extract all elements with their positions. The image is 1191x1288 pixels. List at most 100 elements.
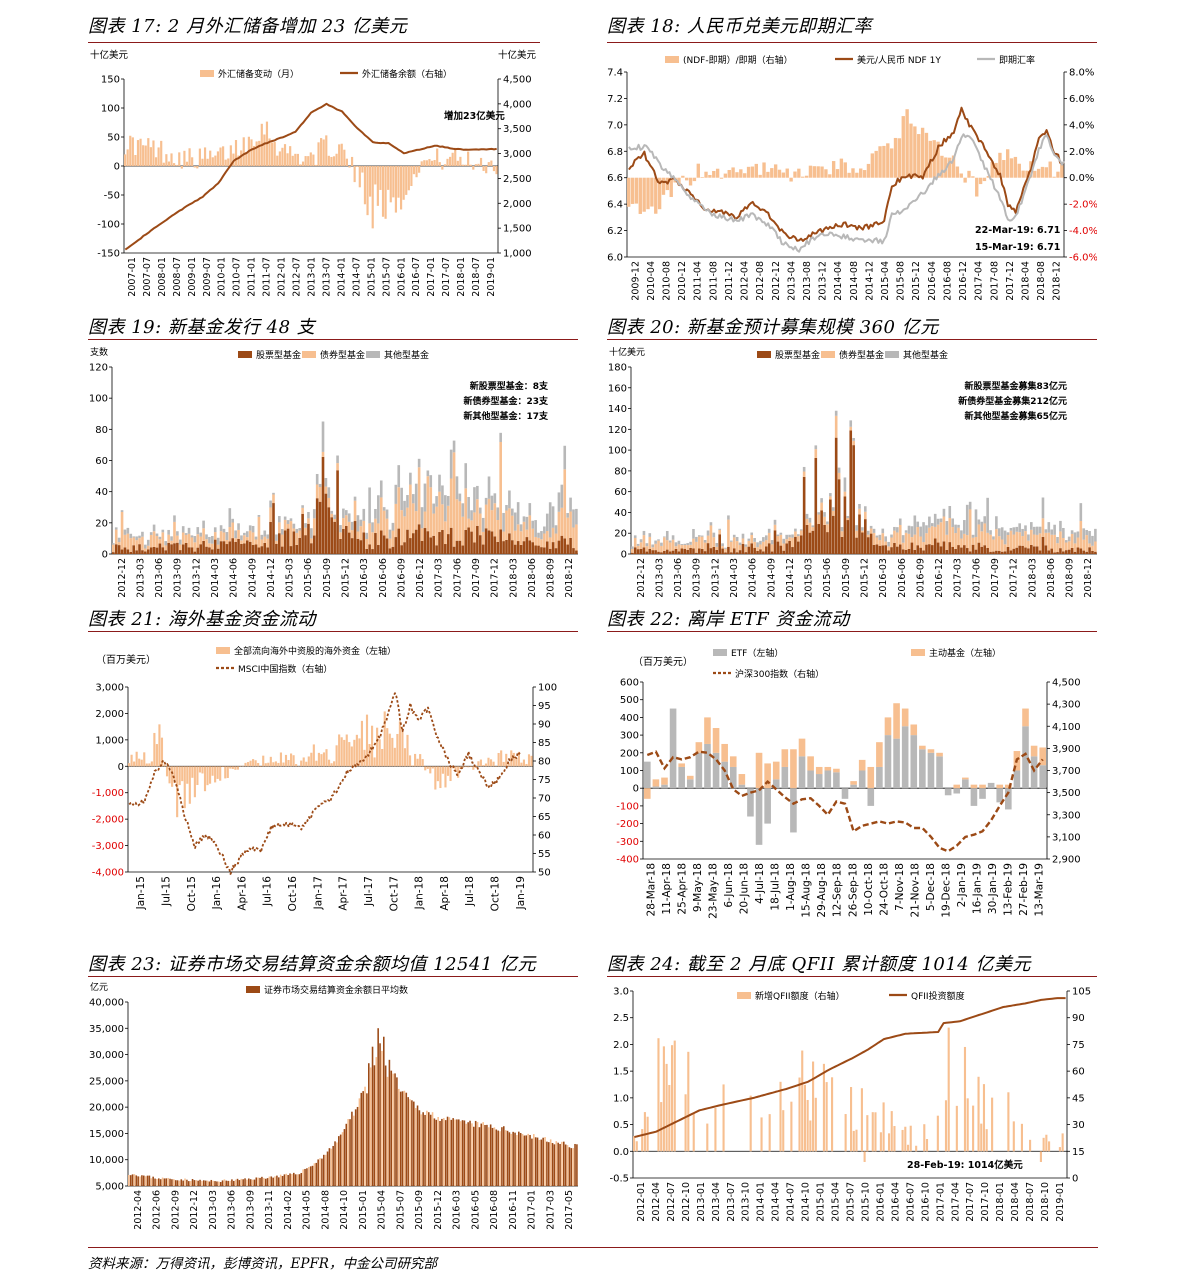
legend-swatch xyxy=(737,992,751,999)
bar-ndf-premium xyxy=(820,166,824,178)
bar-ndf-premium xyxy=(719,177,724,179)
bar-settlement-balance xyxy=(227,1180,229,1186)
bar-other-fund xyxy=(400,487,403,511)
bar-settlement-balance xyxy=(555,1141,558,1186)
bar-equity-fund xyxy=(534,545,537,554)
bar-fx-change xyxy=(232,153,235,166)
bar-new-qfii-quota xyxy=(684,1094,687,1152)
bar-fx-change xyxy=(268,138,271,166)
bar-overseas-flow xyxy=(148,763,151,767)
bar-settlement-balance xyxy=(323,1154,325,1186)
bar-equity-fund xyxy=(426,531,430,554)
bar-equity-fund xyxy=(435,545,438,554)
bar-overseas-flow xyxy=(368,744,371,767)
bar-settlement-balance xyxy=(206,1180,209,1186)
bar-settlement-balance xyxy=(161,1177,164,1186)
x-tick-label: 2014-12 xyxy=(864,261,875,301)
bar-other-fund xyxy=(278,516,281,523)
legend-swatch xyxy=(246,986,260,993)
bar-overseas-flow xyxy=(401,728,404,767)
bar-overseas-flow xyxy=(155,744,158,767)
x-tick-label: 2013-07 xyxy=(726,1182,737,1222)
x-tick-label: 2017-03 xyxy=(545,1190,556,1230)
bar-ndf-premium xyxy=(785,168,789,178)
bar-bond-fund xyxy=(663,537,666,551)
bar-equity-fund xyxy=(785,543,788,554)
bar-bond-fund xyxy=(522,521,526,542)
bar-ndf-premium xyxy=(650,177,654,207)
chart-22: （百万美元）ETF（左轴） 主动基金（左轴）沪深300指数（右轴）60050040… xyxy=(616,647,1080,919)
bar-bond-fund xyxy=(152,531,156,547)
bar-equity-fund xyxy=(377,545,380,554)
bar-other-fund xyxy=(692,528,695,539)
bar-other-fund xyxy=(712,532,716,538)
bar-equity-fund xyxy=(126,549,130,554)
x-tick-label: 2018-01 xyxy=(995,1182,1006,1222)
bar-settlement-balance xyxy=(188,1181,190,1186)
bar-bond-fund xyxy=(161,532,165,548)
bar-equity-fund xyxy=(1091,550,1094,554)
bar-equity-fund xyxy=(540,547,543,554)
bar-equity-fund xyxy=(767,543,771,554)
bar-settlement-balance xyxy=(174,1180,177,1186)
bar-fx-change xyxy=(291,155,294,166)
bar-other-fund xyxy=(971,534,975,538)
bar-ndf-premium xyxy=(855,172,859,178)
bar-new-qfii-quota xyxy=(882,1102,885,1152)
bar-fx-change xyxy=(343,149,346,166)
bar-other-fund xyxy=(362,508,366,521)
bar-settlement-balance xyxy=(276,1175,278,1186)
bar-overseas-flow xyxy=(403,748,407,767)
bar-settlement-balance xyxy=(510,1133,513,1186)
bar-settlement-balance xyxy=(298,1174,301,1186)
bar-equity-fund xyxy=(330,517,334,554)
bar-equity-fund xyxy=(563,538,567,554)
bar-overseas-flow xyxy=(188,766,191,804)
bar-other-fund xyxy=(461,503,465,517)
bar-new-qfii-quota xyxy=(963,1046,967,1152)
bar-settlement-balance xyxy=(336,1142,338,1186)
bar-settlement-balance xyxy=(212,1180,214,1186)
bar-settlement-balance xyxy=(428,1112,430,1186)
bar-fx-change xyxy=(203,147,207,166)
bar-fx-change xyxy=(389,166,392,203)
bar-overseas-flow xyxy=(530,755,533,767)
bar-equity-fund xyxy=(744,552,748,554)
bar-new-qfii-quota xyxy=(991,1097,994,1152)
legend-swatch xyxy=(821,351,835,358)
bar-overseas-flow xyxy=(317,752,320,767)
bar-bond-fund xyxy=(251,532,255,545)
x-tick-label: 23-May-18 xyxy=(707,863,719,919)
bar-equity-fund xyxy=(686,549,689,554)
bar-settlement-balance xyxy=(463,1120,466,1186)
bar-fx-change xyxy=(312,154,315,166)
bar-other-fund xyxy=(513,512,517,531)
bar-equity-fund xyxy=(257,547,261,554)
bar-bond-fund xyxy=(493,503,497,537)
bar-equity-fund xyxy=(954,548,957,554)
bar-settlement-balance xyxy=(351,1111,353,1186)
bar-other-fund xyxy=(298,528,302,531)
bar-bond-fund xyxy=(516,524,520,542)
bar-overseas-flow xyxy=(133,761,136,767)
bar-other-fund xyxy=(123,529,127,535)
x-tick-label: 2008-01 xyxy=(157,257,168,297)
bar-ndf-premium xyxy=(762,162,766,178)
bar-bond-fund xyxy=(697,536,701,549)
bar-bond-fund xyxy=(368,523,371,545)
bar-bond-fund xyxy=(112,544,115,553)
y-tick-left: 0 xyxy=(114,162,120,173)
bar-equity-fund xyxy=(444,544,447,554)
bar-etf-flow xyxy=(781,766,789,789)
y-tick-left: -200 xyxy=(616,819,639,830)
bar-bond-fund xyxy=(196,534,200,548)
y-tick-left: 140 xyxy=(608,404,627,415)
x-tick-label: 2015-07 xyxy=(395,1190,406,1230)
bar-equity-fund xyxy=(648,548,652,554)
x-tick-label: 2013-10 xyxy=(741,1182,752,1222)
bar-etf-flow xyxy=(927,752,935,789)
bar-equity-fund xyxy=(114,544,118,554)
bar-overseas-flow xyxy=(282,762,285,767)
bar-ndf-premium xyxy=(804,175,809,178)
x-tick-label: Jan-16 xyxy=(211,876,223,911)
